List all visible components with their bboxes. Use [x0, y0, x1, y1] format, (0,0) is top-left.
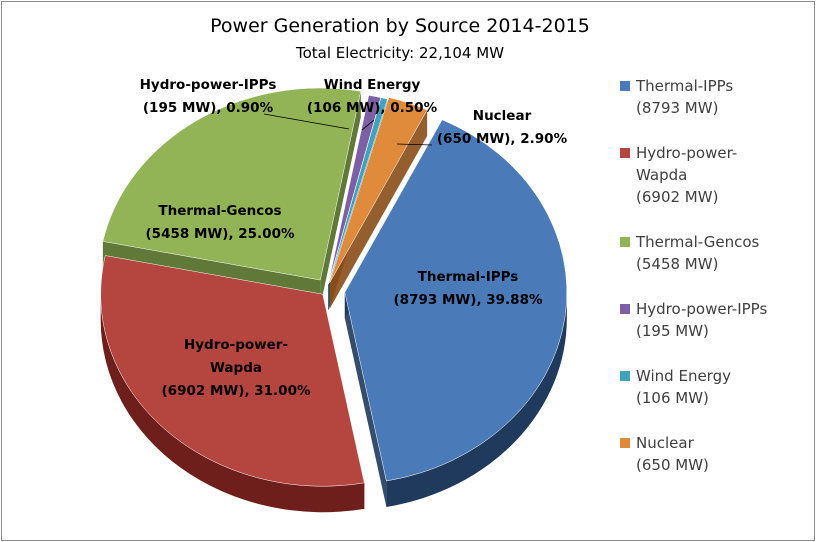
slice-side-thermal-ipps	[386, 292, 567, 507]
legend-swatch	[620, 438, 630, 448]
slice-cut-thermal-ipps	[344, 292, 387, 507]
slice-hydro-power-ipps	[328, 95, 382, 285]
slice-thermal-gencos	[102, 87, 362, 281]
leader-line-nuclear	[396, 143, 433, 146]
legend-label: Nuclear (650 MW)	[636, 434, 709, 474]
chart-title: Power Generation by Source 2014-2015	[210, 15, 590, 37]
pie-slices	[100, 87, 568, 487]
data-label-thermal-ipps: Thermal-IPPs (8793 MW), 39.88%	[394, 269, 543, 308]
data-label-nuclear: Nuclear (650 MW), 2.90%	[437, 108, 568, 147]
legend-swatch	[620, 237, 630, 247]
data-label-wind-energy: Wind Energy (106 MW), 0.50%	[307, 77, 438, 116]
slice-wind-energy	[328, 97, 388, 285]
slice-thermal-ipps	[344, 119, 568, 482]
legend-swatch	[620, 371, 630, 381]
legend-item-hydro-power-ipps: Hydro-power-IPPs (195 MW)	[620, 300, 767, 340]
legend-label: Hydro-power-IPPs (195 MW)	[636, 300, 767, 340]
data-labels: Thermal-IPPs (8793 MW), 39.88% Hydro-power…	[140, 77, 568, 399]
legend-label: Hydro-power-Wapda (6902 MW)	[636, 144, 737, 206]
chart-subtitle: Total Electricity: 22,104 MW	[295, 44, 504, 62]
slice-side-hydro-power-wapda	[100, 294, 365, 513]
leader-line-hydro-power-ipps	[263, 113, 350, 130]
legend-label: Thermal-IPPs (8793 MW)	[635, 77, 733, 117]
leader-lines	[263, 113, 433, 146]
legend-item-wind-energy: Wind Energy (106 MW)	[620, 367, 731, 407]
legend-item-thermal-gencos: Thermal-Gencos (5458 MW)	[620, 233, 760, 273]
legend-swatch	[620, 304, 630, 314]
legend-swatch	[620, 81, 630, 91]
data-label-thermal-gencos: Thermal-Gencos (5458 MW), 25.00%	[146, 203, 295, 242]
data-label-hydro-power-ipps: Hydro-power-IPPs (195 MW), 0.90%	[140, 77, 277, 116]
legend-item-hydro-power-wapda: Hydro-power-Wapda (6902 MW)	[620, 144, 737, 206]
legend-label: Wind Energy (106 MW)	[636, 367, 731, 407]
legend-item-thermal-ipps: Thermal-IPPs (8793 MW)	[620, 77, 733, 117]
slice-cut-nuclear	[329, 109, 428, 309]
legend-label: Thermal-Gencos (5458 MW)	[635, 233, 760, 273]
legend-item-nuclear: Nuclear (650 MW)	[620, 434, 709, 474]
legend-swatch	[620, 148, 630, 158]
slice-nuclear	[329, 97, 428, 283]
leader-line-wind-energy	[361, 119, 375, 131]
data-label-hydro-power-wapda: Hydro-power-Wapda (6902 MW), 31.00%	[162, 337, 311, 399]
slice-cut-thermal-gencos	[320, 91, 361, 307]
slice-hydro-power-wapda	[100, 255, 365, 487]
legend: Thermal-IPPs (8793 MW) Hydro-power-Wapda (6…	[620, 77, 767, 474]
